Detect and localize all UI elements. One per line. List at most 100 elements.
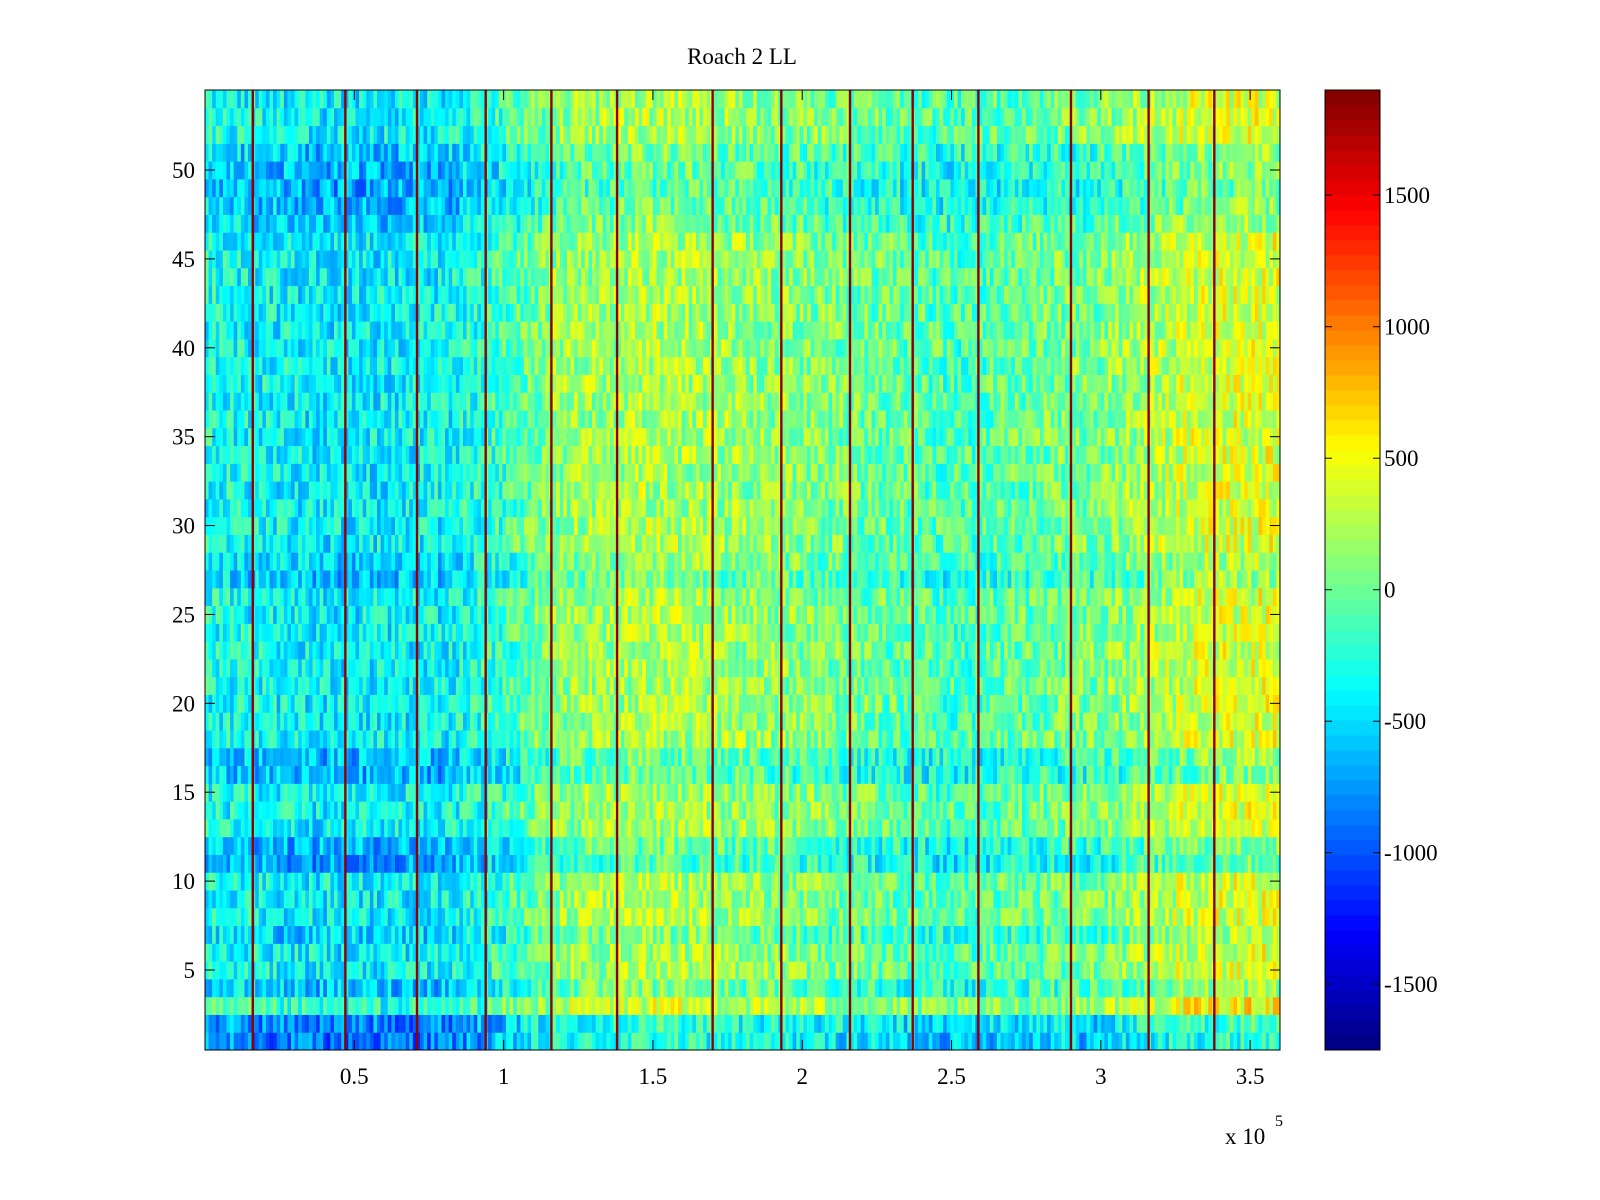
heatmap-cell — [1050, 1014, 1055, 1033]
heatmap-cell — [738, 765, 743, 784]
heatmap-cell — [964, 978, 969, 998]
heatmap-cell — [1014, 925, 1019, 944]
heatmap-cell — [552, 854, 557, 873]
heatmap-cell — [1129, 925, 1134, 944]
heatmap-cell — [1086, 890, 1091, 909]
heatmap-cell — [1208, 890, 1213, 909]
heatmap-cell — [491, 801, 496, 820]
heatmap-cell — [1176, 907, 1181, 927]
heatmap-cell — [205, 925, 210, 944]
heatmap-cell — [398, 872, 403, 891]
heatmap-cell — [717, 747, 722, 767]
heatmap-cell — [466, 836, 471, 855]
heatmap-cell — [864, 765, 869, 784]
heatmap-cell — [488, 996, 493, 1015]
heatmap-cell — [731, 818, 736, 838]
heatmap-cell — [222, 783, 227, 802]
heatmap-cell — [323, 836, 328, 855]
heatmap-cell — [738, 783, 743, 802]
heatmap-cell — [1011, 854, 1016, 873]
heatmap-cell — [405, 943, 410, 962]
heatmap-cell — [592, 907, 597, 927]
heatmap-cell — [785, 978, 790, 998]
heatmap-cell — [928, 854, 933, 873]
heatmap-cell — [1251, 907, 1256, 927]
heatmap-cell — [792, 996, 797, 1015]
heatmap-cell — [957, 854, 962, 873]
heatmap-cell — [728, 996, 733, 1015]
heatmap-cell — [1093, 907, 1098, 927]
heatmap-cell — [918, 978, 923, 998]
heatmap-cell — [1265, 890, 1270, 909]
heatmap-cell — [409, 747, 414, 767]
heatmap-cell — [1014, 872, 1019, 891]
heatmap-cell — [957, 890, 962, 909]
heatmap-cell — [1061, 854, 1066, 873]
heatmap-cell — [1115, 1014, 1120, 1033]
heatmap-cell — [452, 854, 457, 873]
heatmap-cell — [592, 961, 597, 980]
heatmap-cell — [430, 907, 435, 927]
heatmap-cell — [1140, 907, 1145, 927]
heatmap-cell — [803, 854, 808, 873]
heatmap-cell — [412, 783, 417, 802]
heatmap-cell — [463, 907, 468, 927]
heatmap-cell — [695, 783, 700, 802]
heatmap-cell — [308, 801, 313, 820]
heatmap-cell — [835, 765, 840, 784]
heatmap-cell — [695, 1014, 700, 1033]
heatmap-cell — [1075, 943, 1080, 962]
heatmap-cell — [240, 783, 245, 802]
heatmap-cell — [380, 818, 385, 838]
heatmap-cell — [717, 818, 722, 838]
heatmap-cell — [258, 1032, 263, 1051]
heatmap-cell — [538, 1014, 543, 1033]
heatmap-cell — [416, 943, 421, 962]
heatmap-cell — [1240, 890, 1245, 909]
heatmap-cell — [875, 925, 880, 944]
heatmap-cell — [1208, 836, 1213, 855]
heatmap-cell — [631, 978, 636, 998]
heatmap-cell — [366, 747, 371, 767]
heatmap-cell — [488, 836, 493, 855]
heatmap-cell — [552, 747, 557, 767]
heatmap-cell — [588, 747, 593, 767]
heatmap-cell — [1254, 943, 1259, 962]
heatmap-cell — [273, 890, 278, 909]
heatmap-cell — [821, 978, 826, 998]
heatmap-cell — [1165, 872, 1170, 891]
heatmap-cell — [817, 943, 822, 962]
heatmap-cell — [807, 890, 812, 909]
heatmap-cell — [226, 925, 231, 944]
heatmap-cell — [1219, 818, 1224, 838]
heatmap-cell — [341, 907, 346, 927]
heatmap-cell — [377, 783, 382, 802]
heatmap-cell — [219, 996, 224, 1015]
heatmap-cell — [1072, 836, 1077, 855]
heatmap-cell — [824, 747, 829, 767]
heatmap-cell — [889, 783, 894, 802]
heatmap-cell — [1179, 836, 1184, 855]
heatmap-cell — [1136, 907, 1141, 927]
heatmap-cell — [305, 996, 310, 1015]
heatmap-cell — [821, 943, 826, 962]
heatmap-cell — [513, 978, 518, 998]
heatmap-cell — [1004, 1032, 1009, 1051]
heatmap-cell — [477, 925, 482, 944]
heatmap-cell — [645, 1014, 650, 1033]
heatmap-cell — [326, 943, 331, 962]
heatmap-cell — [1065, 996, 1070, 1015]
heatmap-cell — [369, 925, 374, 944]
heatmap-cell — [506, 961, 511, 980]
heatmap-cell — [334, 1014, 339, 1033]
heatmap-cell — [842, 961, 847, 980]
heatmap-cell — [1240, 836, 1245, 855]
heatmap-cell — [742, 907, 747, 927]
heatmap-cell — [1247, 818, 1252, 838]
heatmap-cell — [817, 907, 822, 927]
heatmap-cell — [1265, 978, 1270, 998]
heatmap-cell — [409, 854, 414, 873]
heatmap-cell — [1215, 961, 1220, 980]
heatmap-cell — [609, 978, 614, 998]
heatmap-cell — [627, 978, 632, 998]
